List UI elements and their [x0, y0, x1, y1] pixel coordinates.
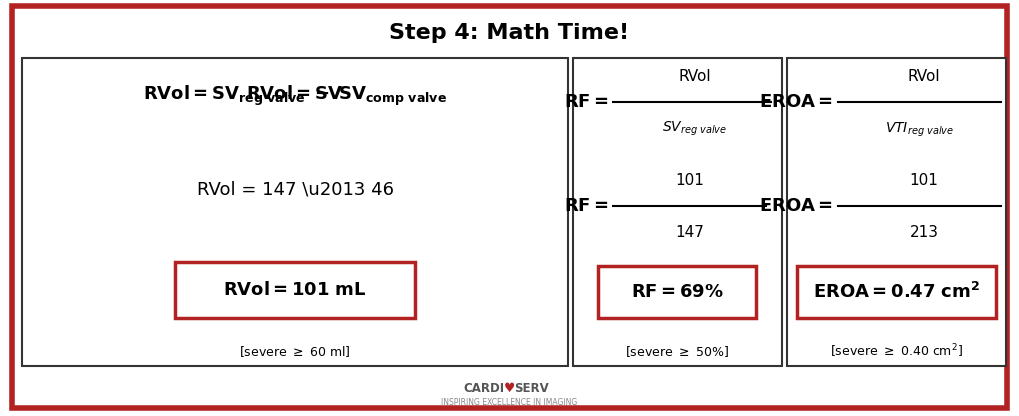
- Text: 147: 147: [676, 225, 704, 240]
- FancyBboxPatch shape: [175, 262, 415, 318]
- Text: $SV_{reg\ valve}$: $SV_{reg\ valve}$: [662, 120, 728, 138]
- Text: ♥: ♥: [503, 382, 516, 396]
- Text: RVol: RVol: [908, 69, 941, 84]
- Text: RVol: RVol: [679, 69, 711, 84]
- Text: $\mathbf{EROA = 0.47\ cm^2}$: $\mathbf{EROA = 0.47\ cm^2}$: [813, 282, 979, 302]
- Text: $\mathbf{EROA =}$: $\mathbf{EROA =}$: [758, 197, 833, 215]
- Text: [severe $\geq$ 0.40 cm$^2$]: [severe $\geq$ 0.40 cm$^2$]: [829, 343, 963, 360]
- Text: $\mathbf{RF = 69\%}$: $\mathbf{RF = 69\%}$: [631, 283, 723, 301]
- Text: CARDI: CARDI: [464, 382, 504, 396]
- FancyBboxPatch shape: [573, 58, 782, 366]
- Text: Step 4: Math Time!: Step 4: Math Time!: [389, 23, 630, 43]
- Text: $\mathbf{RF =}$: $\mathbf{RF =}$: [564, 197, 608, 215]
- FancyBboxPatch shape: [22, 58, 568, 366]
- Text: 101: 101: [676, 173, 704, 188]
- FancyBboxPatch shape: [12, 6, 1007, 408]
- FancyBboxPatch shape: [598, 266, 756, 318]
- Text: 213: 213: [910, 225, 938, 240]
- Text: [severe $\geq$ 60 ml]: [severe $\geq$ 60 ml]: [239, 344, 351, 359]
- Text: 101: 101: [910, 173, 938, 188]
- Text: $\mathbf{RVol = SV_{reg\ valve}\ -\ SV_{comp\ valve}}$: $\mathbf{RVol = SV_{reg\ valve}\ -\ SV_{…: [143, 84, 447, 108]
- Text: $\mathbf{RF =}$: $\mathbf{RF =}$: [564, 93, 608, 111]
- Text: $\mathbf{EROA =}$: $\mathbf{EROA =}$: [758, 93, 833, 111]
- Text: RVol = 147 \u2013 46: RVol = 147 \u2013 46: [197, 180, 393, 198]
- Text: $\mathbf{RVol = SV}$: $\mathbf{RVol = SV}$: [247, 84, 343, 103]
- FancyBboxPatch shape: [787, 58, 1006, 366]
- Text: SERV: SERV: [515, 382, 549, 396]
- Text: $\mathbf{RVol = 101\ mL}$: $\mathbf{RVol = 101\ mL}$: [223, 281, 367, 299]
- Text: [severe $\geq$ 50%]: [severe $\geq$ 50%]: [626, 344, 729, 359]
- Text: INSPIRING EXCELLENCE IN IMAGING: INSPIRING EXCELLENCE IN IMAGING: [441, 398, 578, 407]
- FancyBboxPatch shape: [797, 266, 996, 318]
- Text: $VTI_{reg\ valve}$: $VTI_{reg\ valve}$: [884, 121, 954, 139]
